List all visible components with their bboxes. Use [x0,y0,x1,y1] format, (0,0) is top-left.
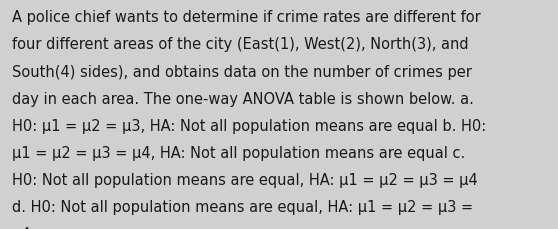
Text: South(4) sides), and obtains data on the number of crimes per: South(4) sides), and obtains data on the… [12,64,472,79]
Text: μ4: μ4 [12,226,31,229]
Text: A police chief wants to determine if crime rates are different for: A police chief wants to determine if cri… [12,10,481,25]
Text: d. H0: Not all population means are equal, HA: μ1 = μ2 = μ3 =: d. H0: Not all population means are equa… [12,199,473,214]
Text: μ1 = μ2 = μ3 = μ4, HA: Not all population means are equal c.: μ1 = μ2 = μ3 = μ4, HA: Not all populatio… [12,145,465,160]
Text: day in each area. The one-way ANOVA table is shown below. a.: day in each area. The one-way ANOVA tabl… [12,91,474,106]
Text: four different areas of the city (East(1), West(2), North(3), and: four different areas of the city (East(1… [12,37,469,52]
Text: H0: Not all population means are equal, HA: μ1 = μ2 = μ3 = μ4: H0: Not all population means are equal, … [12,172,478,187]
Text: H0: μ1 = μ2 = μ3, HA: Not all population means are equal b. H0:: H0: μ1 = μ2 = μ3, HA: Not all population… [12,118,487,133]
